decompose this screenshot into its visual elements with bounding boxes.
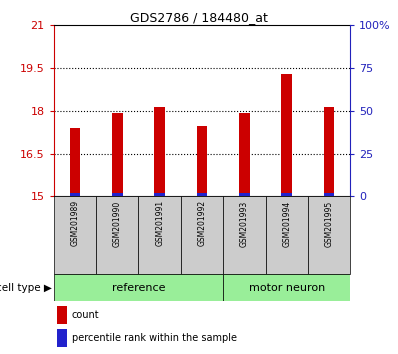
Bar bbox=[181, 196, 223, 274]
Text: GSM201992: GSM201992 bbox=[197, 200, 207, 246]
Text: GSM201993: GSM201993 bbox=[240, 200, 249, 247]
Text: GSM201989: GSM201989 bbox=[70, 200, 80, 246]
Bar bbox=[239, 114, 250, 196]
Bar bbox=[54, 274, 223, 301]
Text: reference: reference bbox=[112, 282, 165, 293]
Bar bbox=[96, 196, 139, 274]
Text: GSM201990: GSM201990 bbox=[113, 200, 122, 247]
Bar bbox=[281, 193, 292, 196]
Bar bbox=[197, 193, 207, 196]
Bar bbox=[154, 107, 165, 196]
Bar bbox=[54, 196, 96, 274]
Bar bbox=[154, 193, 165, 196]
Text: GDS2786 / 184480_at: GDS2786 / 184480_at bbox=[130, 11, 268, 24]
Bar bbox=[197, 126, 207, 196]
Bar bbox=[324, 107, 334, 196]
Bar bbox=[223, 196, 265, 274]
Bar bbox=[70, 129, 80, 196]
Text: GSM201991: GSM201991 bbox=[155, 200, 164, 246]
Bar bbox=[112, 114, 123, 196]
Bar bbox=[281, 74, 292, 196]
Bar bbox=[112, 193, 123, 196]
Text: cell type ▶: cell type ▶ bbox=[0, 282, 52, 293]
Bar bbox=[57, 329, 67, 347]
Bar bbox=[308, 196, 350, 274]
Bar bbox=[265, 196, 308, 274]
Bar bbox=[239, 193, 250, 196]
Text: GSM201995: GSM201995 bbox=[324, 200, 334, 247]
Text: count: count bbox=[72, 310, 99, 320]
Bar bbox=[324, 193, 334, 196]
Text: percentile rank within the sample: percentile rank within the sample bbox=[72, 333, 236, 343]
Bar bbox=[223, 274, 350, 301]
Text: motor neuron: motor neuron bbox=[249, 282, 325, 293]
Text: GSM201994: GSM201994 bbox=[282, 200, 291, 247]
Bar bbox=[139, 196, 181, 274]
Bar bbox=[57, 306, 67, 324]
Bar bbox=[70, 193, 80, 196]
